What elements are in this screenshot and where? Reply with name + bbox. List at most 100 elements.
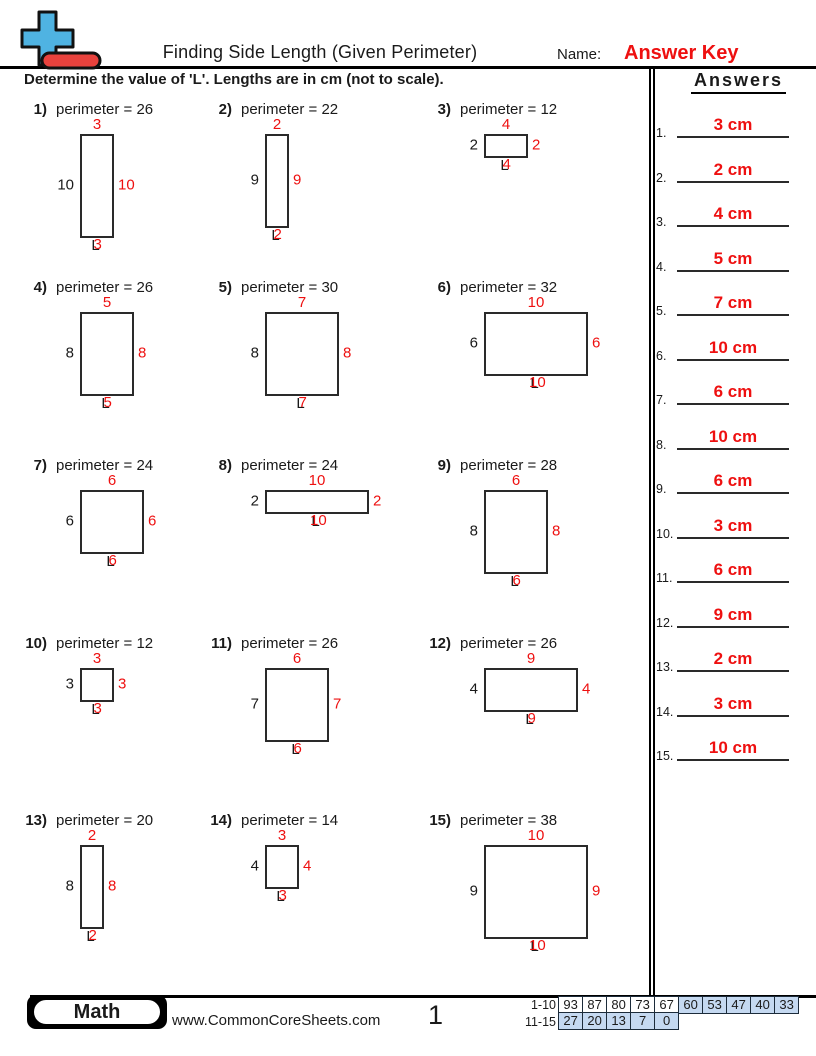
unknown-side-label: L bbox=[106, 553, 115, 570]
answer-number: 14. bbox=[656, 704, 674, 719]
problem: 14) perimeter = 14 3 4 4 L 3 bbox=[202, 812, 417, 905]
answer-number: 11. bbox=[656, 571, 673, 585]
perimeter-label: perimeter = 12 bbox=[460, 101, 558, 118]
answer-overlay: 6 bbox=[108, 552, 117, 569]
problem-number: 1) bbox=[33, 101, 47, 118]
grade-cell: 27 bbox=[558, 1012, 584, 1030]
left-side-label: 2 bbox=[469, 136, 478, 154]
grade-cell: 33 bbox=[774, 996, 800, 1014]
right-side-label: 2 bbox=[373, 492, 382, 510]
left-side-label: 3 bbox=[65, 675, 74, 693]
problem-header: 13) perimeter = 20 bbox=[17, 813, 232, 829]
left-side-label: 4 bbox=[250, 857, 259, 875]
unknown-side-label: L bbox=[530, 938, 539, 955]
answer-overlay: 2 bbox=[273, 226, 282, 243]
answer-value: 3 cm bbox=[677, 115, 789, 138]
problem-header: 11) perimeter = 26 bbox=[202, 636, 417, 652]
perimeter-label: perimeter = 38 bbox=[460, 812, 558, 829]
right-side-label: 8 bbox=[138, 344, 147, 362]
bottom-label-group: L 10 bbox=[486, 937, 586, 955]
answer-value: 6 cm bbox=[677, 471, 789, 494]
footer-divider bbox=[30, 995, 816, 998]
answer-item: 5. 7 cm bbox=[655, 292, 791, 318]
problem: 11) perimeter = 26 6 7 7 L 6 bbox=[202, 636, 417, 758]
top-side-label: 10 bbox=[308, 472, 326, 489]
rectangle-shape: 3 10 10 L 3 bbox=[57, 117, 134, 254]
answer-number: 3. bbox=[656, 215, 667, 229]
grade-cell: 40 bbox=[750, 996, 776, 1014]
answer-number: 8. bbox=[656, 437, 667, 452]
top-side-label: 7 bbox=[297, 294, 307, 311]
problem: 10) perimeter = 12 3 3 3 L 3 bbox=[17, 635, 232, 718]
grade-table-row1: 93 87 80 73 67 60 53 47 40 33 bbox=[558, 996, 800, 1014]
answer-item: 9. 6 cm bbox=[655, 470, 791, 496]
left-side-label: 6 bbox=[469, 334, 478, 352]
grade-cell: 20 bbox=[582, 1012, 608, 1030]
problem: 12) perimeter = 26 9 4 4 L 9 bbox=[421, 636, 636, 728]
left-side-label: 8 bbox=[65, 877, 74, 895]
perimeter-label: perimeter = 22 bbox=[241, 101, 339, 118]
problem-header: 7) perimeter = 24 bbox=[17, 458, 232, 474]
answer-overlay: 6 bbox=[512, 572, 521, 589]
grade-cell: 7 bbox=[630, 1012, 656, 1030]
answer-overlay: 5 bbox=[103, 394, 112, 411]
perimeter-label: perimeter = 26 bbox=[56, 279, 154, 296]
answer-number: 12. bbox=[656, 615, 674, 630]
right-side-label: 4 bbox=[582, 680, 591, 698]
problem: 15) perimeter = 38 10 9 9 L 10 bbox=[421, 813, 636, 955]
top-side-label: 9 bbox=[526, 650, 536, 667]
top-side-label: 3 bbox=[277, 827, 287, 844]
grade-cell: 13 bbox=[606, 1012, 632, 1030]
left-side-label: 8 bbox=[250, 344, 259, 362]
problem: 3) perimeter = 12 4 2 2 L 4 bbox=[421, 101, 636, 174]
answers-panel-divider bbox=[649, 69, 655, 995]
right-side-label: 3 bbox=[118, 675, 127, 693]
site-url: www.CommonCoreSheets.com bbox=[172, 1012, 381, 1029]
perimeter-label: perimeter = 24 bbox=[241, 457, 339, 474]
left-side-label: 6 bbox=[65, 512, 74, 530]
unknown-side-label: L bbox=[91, 237, 100, 254]
answer-item: 4. 5 cm bbox=[655, 248, 791, 274]
perimeter-label: perimeter = 14 bbox=[241, 812, 339, 829]
answer-number: 2. bbox=[656, 170, 667, 185]
problem: 4) perimeter = 26 5 8 8 L 5 bbox=[17, 279, 232, 412]
right-side-label: 8 bbox=[552, 522, 561, 540]
right-side-label: 4 bbox=[303, 857, 312, 875]
right-side-label: 8 bbox=[108, 877, 117, 895]
grade-row1-label: 1-10 bbox=[530, 998, 556, 1012]
problem-header: 15) perimeter = 38 bbox=[421, 813, 636, 829]
answer-key-text: Answer Key bbox=[624, 42, 739, 64]
unknown-side-label: L bbox=[101, 395, 110, 412]
perimeter-label: perimeter = 20 bbox=[56, 812, 154, 829]
left-side-label: 7 bbox=[250, 695, 259, 713]
problem: 13) perimeter = 20 2 8 8 L 2 bbox=[17, 813, 232, 945]
top-side-label: 3 bbox=[92, 116, 102, 133]
problem-number: 15) bbox=[429, 812, 451, 829]
perimeter-label: perimeter = 12 bbox=[56, 635, 154, 652]
left-side-label: 4 bbox=[469, 680, 478, 698]
minus-icon bbox=[40, 51, 102, 70]
problem: 1) perimeter = 26 3 10 10 L 3 bbox=[17, 101, 232, 254]
answer-value: 10 cm bbox=[677, 738, 789, 761]
answer-value: 7 cm bbox=[677, 293, 789, 316]
left-side-label: 2 bbox=[250, 492, 259, 510]
answer-value: 5 cm bbox=[677, 249, 789, 272]
answer-overlay: 3 bbox=[93, 700, 102, 717]
top-side-label: 2 bbox=[87, 827, 97, 844]
right-side-label: 10 bbox=[118, 176, 135, 194]
answer-value: 4 cm bbox=[677, 204, 789, 227]
problem: 5) perimeter = 30 7 8 8 L 7 bbox=[202, 279, 417, 412]
page-title: Finding Side Length (Given Perimeter) bbox=[162, 42, 478, 62]
rectangle-shape: 10 9 9 L 10 bbox=[470, 828, 601, 955]
problem-number: 6) bbox=[437, 279, 451, 296]
problem-number: 5) bbox=[218, 279, 232, 296]
